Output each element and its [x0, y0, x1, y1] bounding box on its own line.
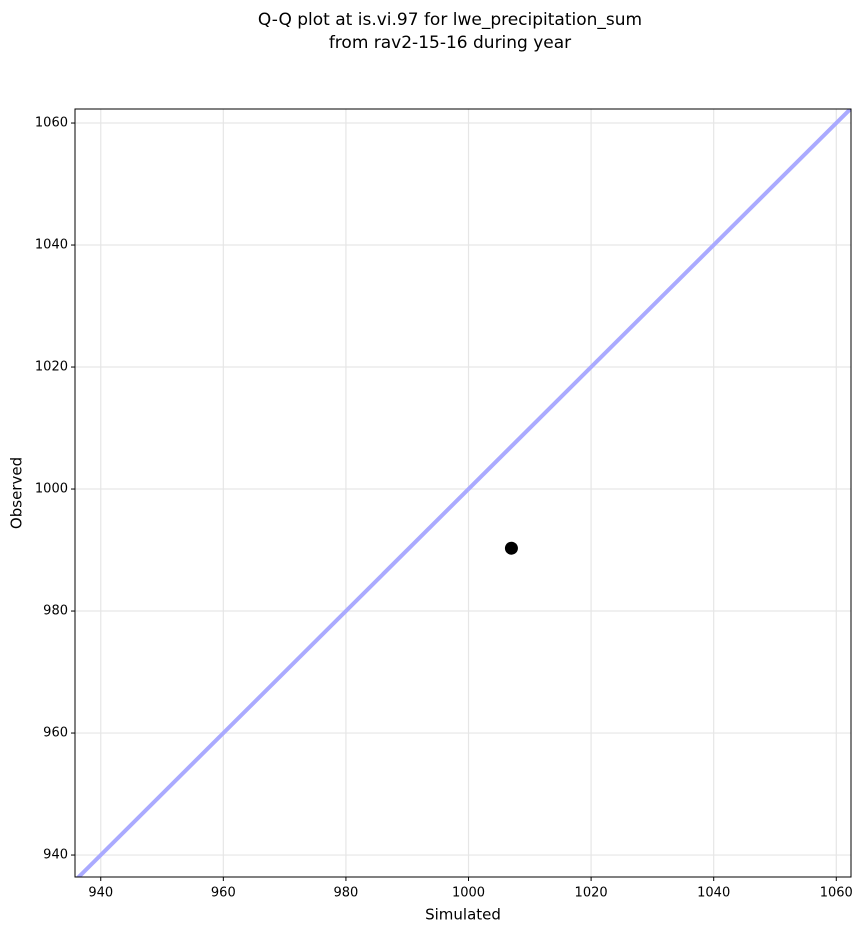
chart-title: from rav2-15-16 during year	[329, 33, 571, 53]
chart-title: Q-Q plot at is.vi.97 for lwe_precipitati…	[258, 10, 642, 30]
y-tick-label: 980	[43, 604, 68, 619]
y-tick-label: 1000	[35, 482, 68, 497]
x-tick-label: 1000	[452, 886, 485, 901]
data-point	[504, 541, 518, 555]
y-tick-label: 960	[43, 726, 68, 741]
x-axis-label: Simulated	[425, 906, 501, 924]
y-axis-label: Observed	[8, 457, 26, 529]
x-tick-label: 1020	[575, 886, 608, 901]
y-tick-label: 1060	[35, 116, 68, 131]
reference-line	[75, 109, 851, 877]
x-tick-label: 960	[211, 886, 236, 901]
y-tick-label: 1020	[35, 360, 68, 375]
plot-frame	[74, 108, 852, 878]
x-tick-label: 1040	[697, 886, 730, 901]
x-tick-label: 1060	[820, 886, 853, 901]
y-tick-label: 940	[43, 848, 68, 863]
y-tick-label: 1040	[35, 238, 68, 253]
x-tick-label: 980	[334, 886, 359, 901]
x-tick-label: 940	[88, 886, 113, 901]
